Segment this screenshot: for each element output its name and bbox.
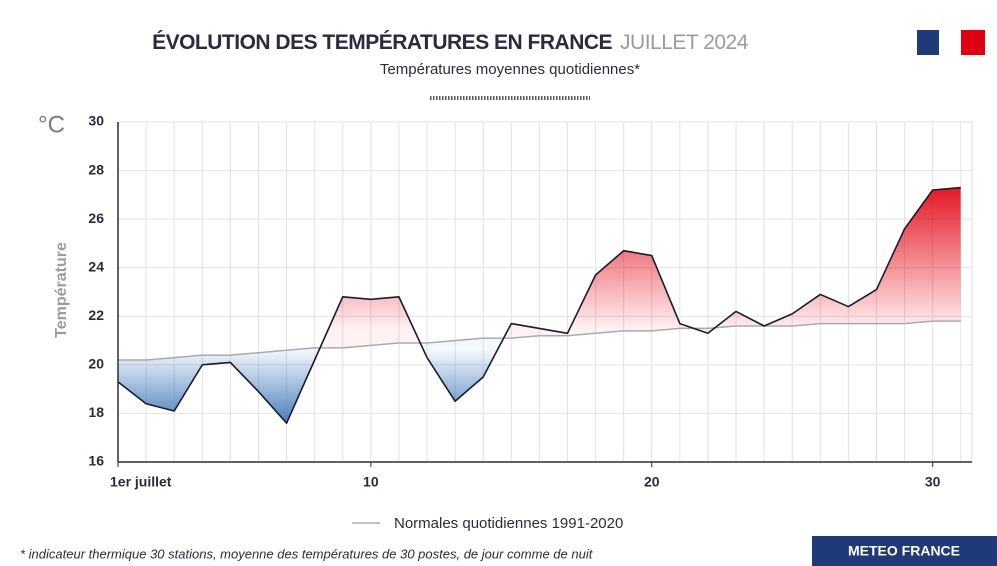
title-period: JUILLET 2024	[620, 31, 749, 54]
y-axis-label: Température	[53, 242, 70, 338]
y-tick-label: 22	[88, 307, 104, 323]
legend-label: Normales quotidiennes 1991-2020	[394, 515, 623, 532]
y-tick-label: 16	[88, 453, 104, 469]
chart-subtitle: Températures moyennes quotidiennes*	[380, 61, 640, 78]
chart-title: ÉVOLUTION DES TEMPÉRATURES EN FRANCE JUIL…	[152, 31, 749, 54]
x-tick-label: 10	[363, 474, 379, 490]
plot-frame	[117, 121, 973, 463]
x-tick-label: 1er juillet	[110, 474, 172, 490]
title-main: ÉVOLUTION DES TEMPÉRATURES EN FRANCE	[152, 31, 612, 54]
y-tick-label: 20	[88, 356, 104, 372]
unit-label: °C	[38, 111, 65, 138]
x-tick-label: 30	[925, 474, 941, 490]
y-tick-label: 26	[88, 210, 104, 226]
normal-line	[118, 320, 961, 361]
temperature-line	[117, 186, 961, 424]
y-tick-label: 18	[88, 404, 104, 420]
brand-box	[812, 536, 997, 566]
brand: METEO FRANCE	[848, 543, 960, 559]
footnote: * indicateur thermique 30 stations, moye…	[20, 546, 594, 561]
y-tick-label: 30	[88, 113, 104, 129]
x-tick-label: 20	[644, 474, 660, 490]
flag	[917, 30, 985, 55]
y-tick-label: 24	[88, 258, 104, 274]
y-tick-label: 28	[88, 161, 104, 177]
